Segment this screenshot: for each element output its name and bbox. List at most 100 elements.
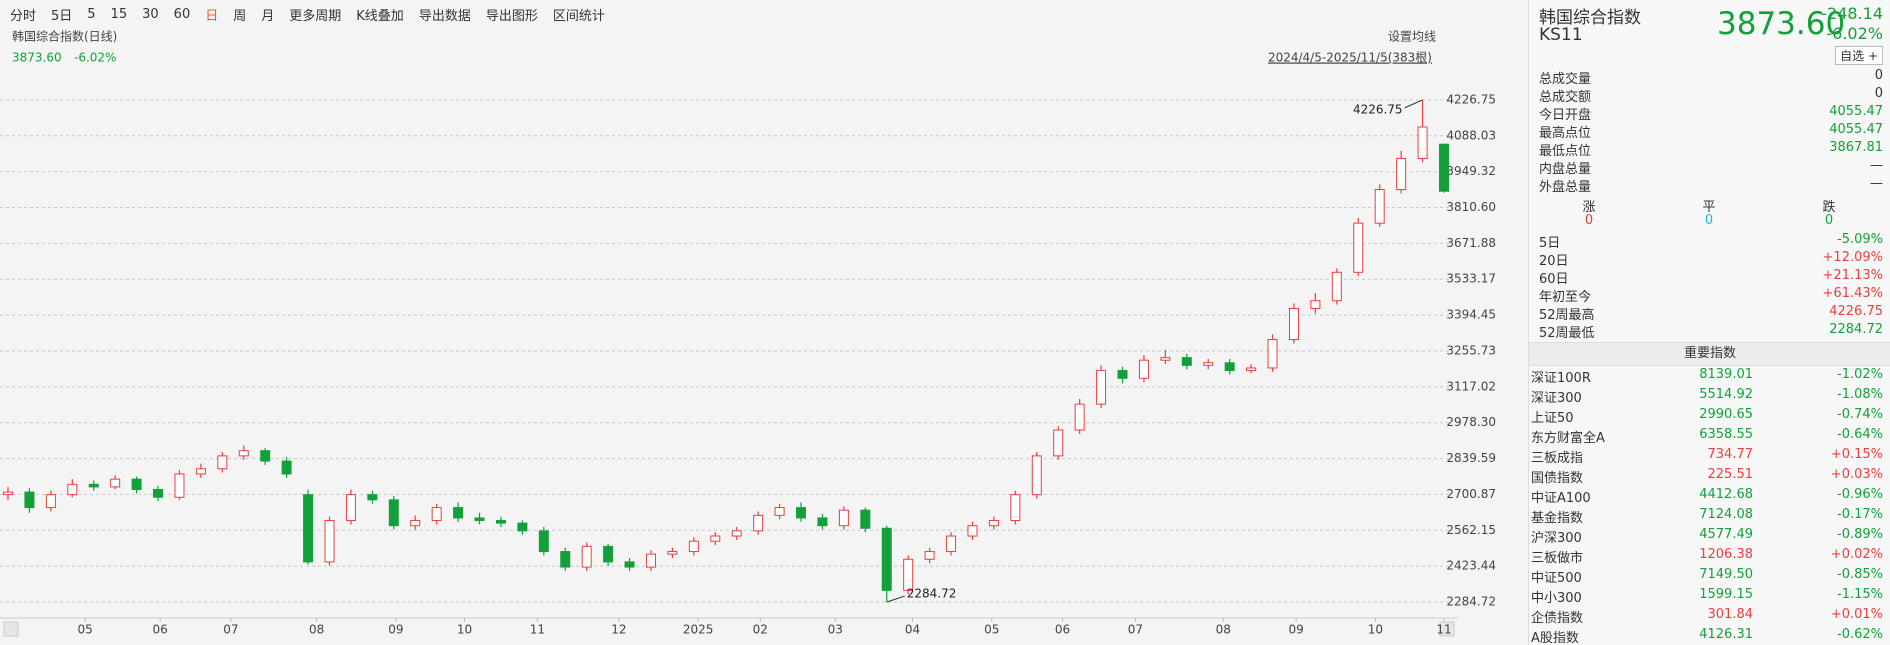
candle-body bbox=[645, 553, 656, 568]
candle-body bbox=[367, 494, 378, 501]
change: -248.14 bbox=[1821, 4, 1883, 23]
quote-panel: 韩国综合指数 KS11 3873.60 -248.14 -6.02% 自选 + … bbox=[1528, 0, 1890, 645]
toolbar-item[interactable]: 5日 bbox=[51, 8, 73, 24]
return-value: +21.13% bbox=[1822, 268, 1883, 283]
index-row[interactable]: 深证300 5514.92 -1.08% bbox=[1531, 387, 1883, 406]
y-tick-label: 3117.02 bbox=[1446, 379, 1496, 393]
candle-body bbox=[24, 491, 35, 509]
candle-body bbox=[710, 535, 721, 542]
toolbar-item[interactable]: 月 bbox=[261, 8, 275, 24]
stat-value: 3867.81 bbox=[1829, 140, 1883, 155]
x-tick-label: 05 bbox=[984, 623, 999, 637]
index-change: +0.15% bbox=[1830, 447, 1883, 462]
watch-button[interactable]: 自选 + bbox=[1835, 46, 1883, 65]
index-row[interactable]: 深证100R 8139.01 -1.02% bbox=[1531, 367, 1883, 386]
index-change: -1.15% bbox=[1837, 587, 1883, 602]
index-row[interactable]: 中证A100 4412.68 -0.96% bbox=[1531, 487, 1883, 506]
candle-body bbox=[581, 545, 592, 568]
x-tick-label: 09 bbox=[388, 623, 403, 637]
index-value: 7149.50 bbox=[1699, 567, 1753, 582]
stat-row: 最低点位 3867.81 bbox=[1539, 140, 1883, 159]
index-name: 沪深300 bbox=[1531, 531, 1582, 546]
toolbar-item[interactable]: 5 bbox=[87, 6, 96, 22]
x-tick-label: 06 bbox=[153, 623, 168, 637]
index-row[interactable]: A股指数 4126.31 -0.62% bbox=[1531, 627, 1883, 645]
x-tick-label: 12 bbox=[611, 623, 626, 637]
toolbar-item[interactable]: 更多周期 bbox=[289, 8, 342, 24]
candle-body bbox=[1267, 339, 1278, 369]
date-range[interactable]: 2024/4/5-2025/11/5(383根) bbox=[1268, 51, 1432, 65]
stat-value: 4055.47 bbox=[1829, 104, 1883, 119]
index-change: -0.17% bbox=[1837, 507, 1883, 522]
high-annotation: 4226.75 bbox=[1353, 102, 1403, 116]
y-tick-label: 3394.45 bbox=[1446, 308, 1496, 322]
stat-label: 今日开盘 bbox=[1539, 108, 1592, 123]
stat-label: 总成交额 bbox=[1539, 90, 1592, 105]
index-value: 5514.92 bbox=[1699, 387, 1753, 402]
index-value: 8139.01 bbox=[1699, 367, 1753, 382]
index-change: -1.02% bbox=[1837, 367, 1883, 382]
candle-body bbox=[667, 551, 678, 555]
stat-label: 最低点位 bbox=[1539, 144, 1592, 159]
x-tick-label: 06 bbox=[1055, 623, 1070, 637]
candle-body bbox=[1396, 158, 1407, 191]
candle-body bbox=[774, 507, 785, 516]
candle-body bbox=[924, 551, 935, 560]
index-row[interactable]: 基金指数 7124.08 -0.17% bbox=[1531, 507, 1883, 526]
candle-body bbox=[1288, 307, 1299, 341]
y-tick-label: 2700.87 bbox=[1446, 487, 1496, 501]
scroll-right[interactable] bbox=[1439, 621, 1455, 637]
toolbar-item[interactable]: 区间统计 bbox=[552, 8, 605, 24]
candle-body bbox=[1224, 362, 1235, 372]
y-tick-label: 3810.60 bbox=[1446, 200, 1496, 214]
y-tick-label: 4226.75 bbox=[1446, 92, 1496, 106]
x-tick-label: 2025 bbox=[683, 623, 714, 637]
candle-body bbox=[1353, 222, 1364, 273]
return-row: 60日 +21.13% bbox=[1539, 268, 1883, 287]
toolbar-item[interactable]: 导出数据 bbox=[418, 8, 471, 24]
index-row[interactable]: 三板成指 734.77 +0.15% bbox=[1531, 447, 1883, 466]
candle-body bbox=[1246, 367, 1257, 372]
candle-body bbox=[688, 540, 699, 553]
toolbar-item[interactable]: 分时 bbox=[10, 8, 37, 24]
x-tick-label: 02 bbox=[753, 623, 768, 637]
y-tick-label: 2978.30 bbox=[1446, 415, 1496, 429]
toolbar-item[interactable]: K线叠加 bbox=[356, 8, 404, 24]
index-row[interactable]: 中证500 7149.50 -0.85% bbox=[1531, 567, 1883, 586]
return-row: 年初至今 +61.43% bbox=[1539, 286, 1883, 305]
candle-body bbox=[388, 499, 399, 527]
index-row[interactable]: 中小300 1599.15 -1.15% bbox=[1531, 587, 1883, 606]
toolbar-item[interactable]: 30 bbox=[142, 6, 159, 22]
y-tick-label: 2284.72 bbox=[1446, 595, 1496, 609]
toolbar-item[interactable]: 日 bbox=[205, 8, 219, 24]
index-value: 301.84 bbox=[1707, 607, 1754, 622]
annotation-line bbox=[1404, 99, 1423, 109]
index-name: 中小300 bbox=[1531, 591, 1582, 606]
toolbar-item[interactable]: 15 bbox=[110, 6, 128, 22]
return-row: 20日 +12.09% bbox=[1539, 250, 1883, 269]
x-tick-label: 03 bbox=[828, 623, 843, 637]
return-label: 52周最低 bbox=[1539, 326, 1595, 341]
index-row[interactable]: 东方财富全A 6358.55 -0.64% bbox=[1531, 427, 1883, 446]
toolbar-item[interactable]: 导出图形 bbox=[485, 8, 538, 24]
candle-body bbox=[753, 514, 764, 532]
index-row[interactable]: 企债指数 301.84 +0.01% bbox=[1531, 607, 1883, 626]
index-row[interactable]: 上证50 2990.65 -0.74% bbox=[1531, 407, 1883, 426]
scroll-left[interactable] bbox=[3, 621, 19, 637]
ma-setting[interactable]: 设置均线 bbox=[1388, 30, 1436, 44]
index-row[interactable]: 三板做市 1206.38 +0.02% bbox=[1531, 547, 1883, 566]
index-row[interactable]: 国债指数 225.51 +0.03% bbox=[1531, 467, 1883, 486]
index-code: KS11 bbox=[1539, 25, 1583, 45]
candle-body bbox=[131, 478, 142, 490]
index-row[interactable]: 沪深300 4577.49 -0.89% bbox=[1531, 527, 1883, 546]
return-label: 60日 bbox=[1539, 272, 1569, 287]
candle-body bbox=[1010, 494, 1021, 522]
index-value: 2990.65 bbox=[1699, 407, 1753, 422]
toolbar-item[interactable]: 60 bbox=[173, 6, 191, 22]
y-tick-label: 3255.73 bbox=[1446, 343, 1496, 357]
breadth-label: 涨 bbox=[1582, 200, 1596, 215]
toolbar-item[interactable]: 周 bbox=[233, 8, 247, 24]
candle-body bbox=[1160, 357, 1171, 361]
candle-body bbox=[967, 525, 978, 537]
stat-row: 总成交额 0 bbox=[1539, 86, 1883, 105]
